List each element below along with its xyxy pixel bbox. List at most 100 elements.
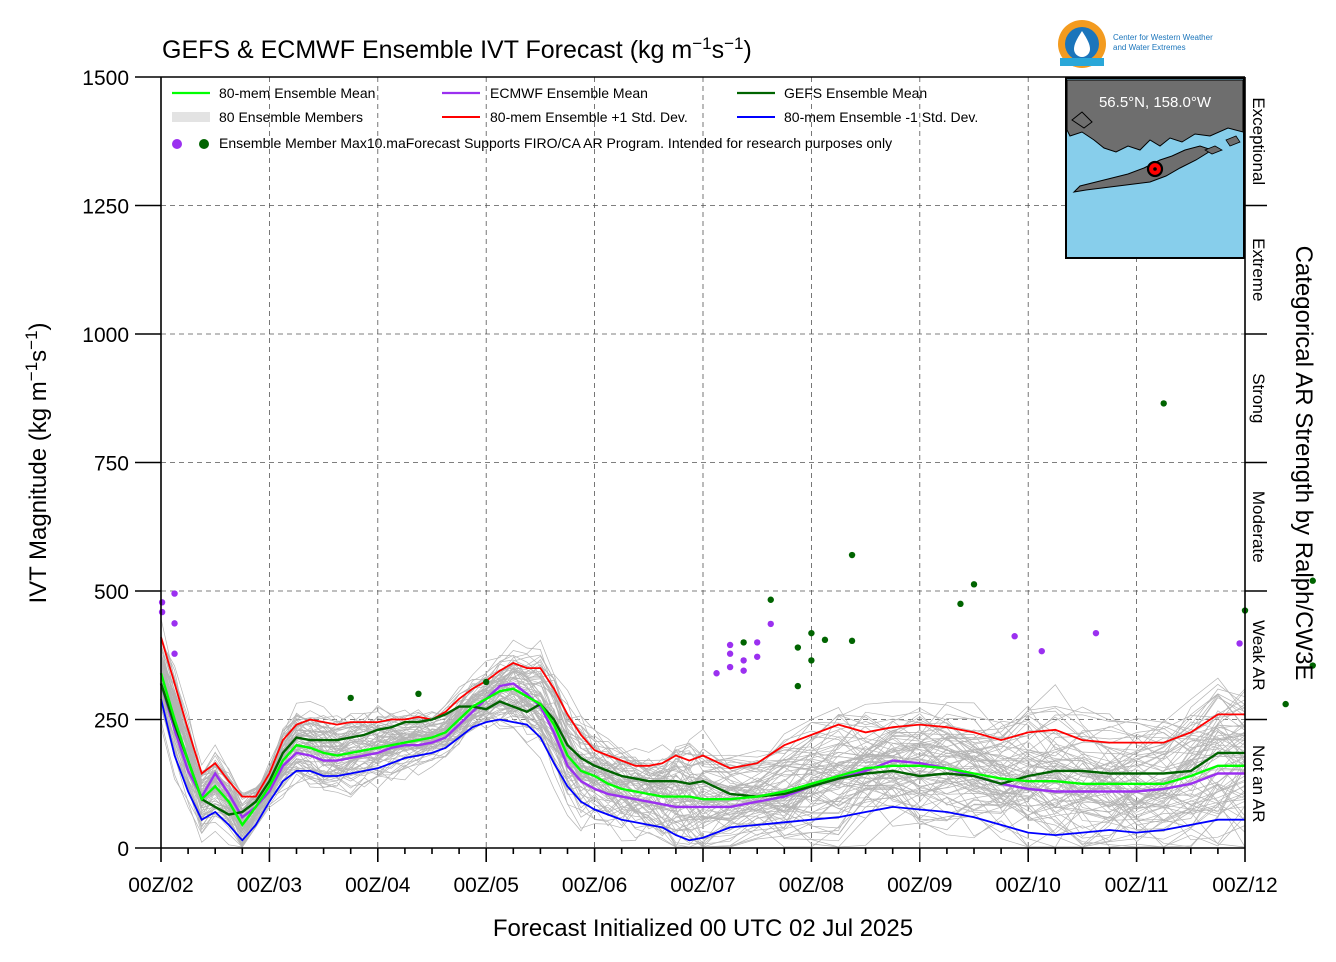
y-tick-label: 1000 xyxy=(82,324,129,347)
y-tick-label: 750 xyxy=(94,453,129,476)
grid-lines xyxy=(161,77,1245,848)
ecmwf-member-max-point xyxy=(726,663,734,671)
x-tick-label: 00Z/06 xyxy=(562,874,627,897)
ecmwf-member-max-point xyxy=(1236,640,1243,647)
gefs-member-max-point xyxy=(821,636,829,644)
gefs-member-max-point xyxy=(957,600,964,608)
series-line-gefs-mean xyxy=(159,683,1245,816)
series-line-ens-mean xyxy=(159,672,1245,828)
ensemble-member-line xyxy=(160,670,1246,831)
gefs-member-max-point xyxy=(794,682,802,690)
x-tick-label: 00Z/11 xyxy=(1105,874,1169,897)
y-tick-label: 1500 xyxy=(82,67,129,90)
logo-org-line1: Center for Western Weather xyxy=(1113,33,1213,42)
ensemble-member-line xyxy=(160,678,1246,848)
ensemble-member-line xyxy=(160,655,1246,797)
legend-plus-sd: 80-mem Ensemble +1 Std. Dev. xyxy=(490,109,688,125)
x-tick-label: 00Z/05 xyxy=(454,874,519,897)
gefs-member-max-point xyxy=(483,678,490,686)
ecmwf-member-max-point xyxy=(726,641,734,649)
ensemble-member-line xyxy=(160,686,1246,848)
gefs-member-max-point xyxy=(347,694,354,702)
gefs-member-max-point xyxy=(767,596,774,603)
ensemble-member-line xyxy=(160,684,1246,811)
x-tick-label: 00Z/07 xyxy=(670,874,735,897)
legend: 80-mem Ensemble Mean ECMWF Ensemble Mean… xyxy=(172,85,978,151)
gefs-member-max-point xyxy=(415,690,422,697)
legend-ecmwf-mean: ECMWF Ensemble Mean xyxy=(490,85,648,101)
ensemble-member-lines xyxy=(160,618,1246,848)
ecmwf-member-max-point xyxy=(740,667,747,674)
right-axis-title: Categorical AR Strength by Ralph/CW3E xyxy=(1290,246,1317,681)
inset-map-land xyxy=(1066,79,1244,153)
x-tick-label: 00Z/09 xyxy=(887,874,952,897)
ecmwf-member-max-point xyxy=(1038,647,1045,655)
legend-swatch-members xyxy=(172,112,210,122)
x-tick-label: 00Z/02 xyxy=(128,874,193,897)
inset-map-islands xyxy=(1204,135,1241,155)
x-tick-label: 00Z/04 xyxy=(345,874,411,897)
legend-swatch-gefs-max xyxy=(199,139,209,149)
series-line-minus-sd xyxy=(160,698,1245,842)
y-axis-label: IVT Magnitude (kg m−1s−1) xyxy=(22,322,52,603)
x-tick-label: 00Z/08 xyxy=(779,874,844,897)
ecmwf-member-max-point xyxy=(1092,629,1100,637)
series-line-plus-sd xyxy=(160,637,1245,798)
series-lines xyxy=(159,637,1245,842)
legend-gefs-mean: GEFS Ensemble Mean xyxy=(784,85,927,101)
category-label: Not an AR xyxy=(1249,745,1268,823)
gefs-member-max-point xyxy=(1309,662,1316,669)
category-label: Strong xyxy=(1249,373,1268,423)
cw3e-logo: Center for Western Weather and Water Ext… xyxy=(1058,20,1213,68)
gefs-member-max-point xyxy=(808,629,815,637)
legend-minus-sd: 80-mem Ensemble -1 Std. Dev. xyxy=(784,109,978,125)
ecmwf-member-max-point xyxy=(767,620,774,628)
member-max-points xyxy=(158,400,1316,708)
ecmwf-member-max-point xyxy=(1011,633,1018,640)
water-drop-icon xyxy=(1074,31,1090,57)
inset-map-peninsula xyxy=(1072,145,1214,193)
logo-wave xyxy=(1060,58,1104,66)
y-tick-label: 1250 xyxy=(82,196,129,219)
ecmwf-member-max-point xyxy=(158,608,166,616)
ensemble-member-line xyxy=(160,685,1246,848)
ensemble-member-line xyxy=(160,698,1246,831)
gefs-member-max-point xyxy=(970,581,978,588)
legend-members: 80 Ensemble Members xyxy=(219,109,363,125)
x-tick-label: 00Z/03 xyxy=(237,874,302,897)
ecmwf-member-max-point xyxy=(171,650,178,657)
inset-map-location-dot xyxy=(1153,167,1157,171)
category-label: Moderate xyxy=(1249,491,1268,563)
y-tick-label: 0 xyxy=(117,838,129,861)
ensemble-member-line xyxy=(160,643,1246,824)
gefs-member-max-point xyxy=(848,637,856,645)
category-label: Weak AR xyxy=(1249,620,1268,691)
gefs-member-max-point xyxy=(740,639,747,646)
ensemble-member-line xyxy=(160,639,1246,811)
y-tick-label: 500 xyxy=(94,581,129,604)
category-label: Exceptional xyxy=(1249,97,1268,185)
ecmwf-member-max-point xyxy=(726,650,734,657)
ecmwf-member-max-point xyxy=(158,599,166,606)
legend-swatch-ecmwf-max xyxy=(172,139,182,149)
gefs-member-max-point xyxy=(848,551,856,559)
ecmwf-member-max-point xyxy=(713,670,720,677)
axis-tick-labels: 0 250 500 750 1000 1250 1500 00Z/02 00Z/03 00Z/04… xyxy=(82,67,1277,897)
logo-org-line2: and Water Extremes xyxy=(1113,43,1186,52)
ecmwf-member-max-point xyxy=(754,653,761,660)
gefs-member-max-point xyxy=(1309,577,1316,584)
ecmwf-member-max-point xyxy=(740,657,747,664)
ecmwf-member-max-point xyxy=(171,620,178,627)
inset-map-label: 56.5°N, 158.0°W xyxy=(1099,94,1212,111)
ensemble-member-line xyxy=(160,695,1246,848)
legend-max-note: Ensemble Member Max10.maForecast Support… xyxy=(219,135,892,151)
gefs-member-max-point xyxy=(794,644,802,651)
ensemble-member-line xyxy=(160,639,1246,824)
inset-map: 56.5°N, 158.0°W xyxy=(1065,77,1245,259)
x-tick-label: 00Z/10 xyxy=(996,874,1061,897)
ecmwf-member-max-point xyxy=(171,590,178,597)
chart-title: GEFS & ECMWF Ensemble IVT Forecast (kg m… xyxy=(162,34,752,64)
gefs-member-max-point xyxy=(1282,700,1289,708)
legend-ens-mean: 80-mem Ensemble Mean xyxy=(219,85,375,101)
